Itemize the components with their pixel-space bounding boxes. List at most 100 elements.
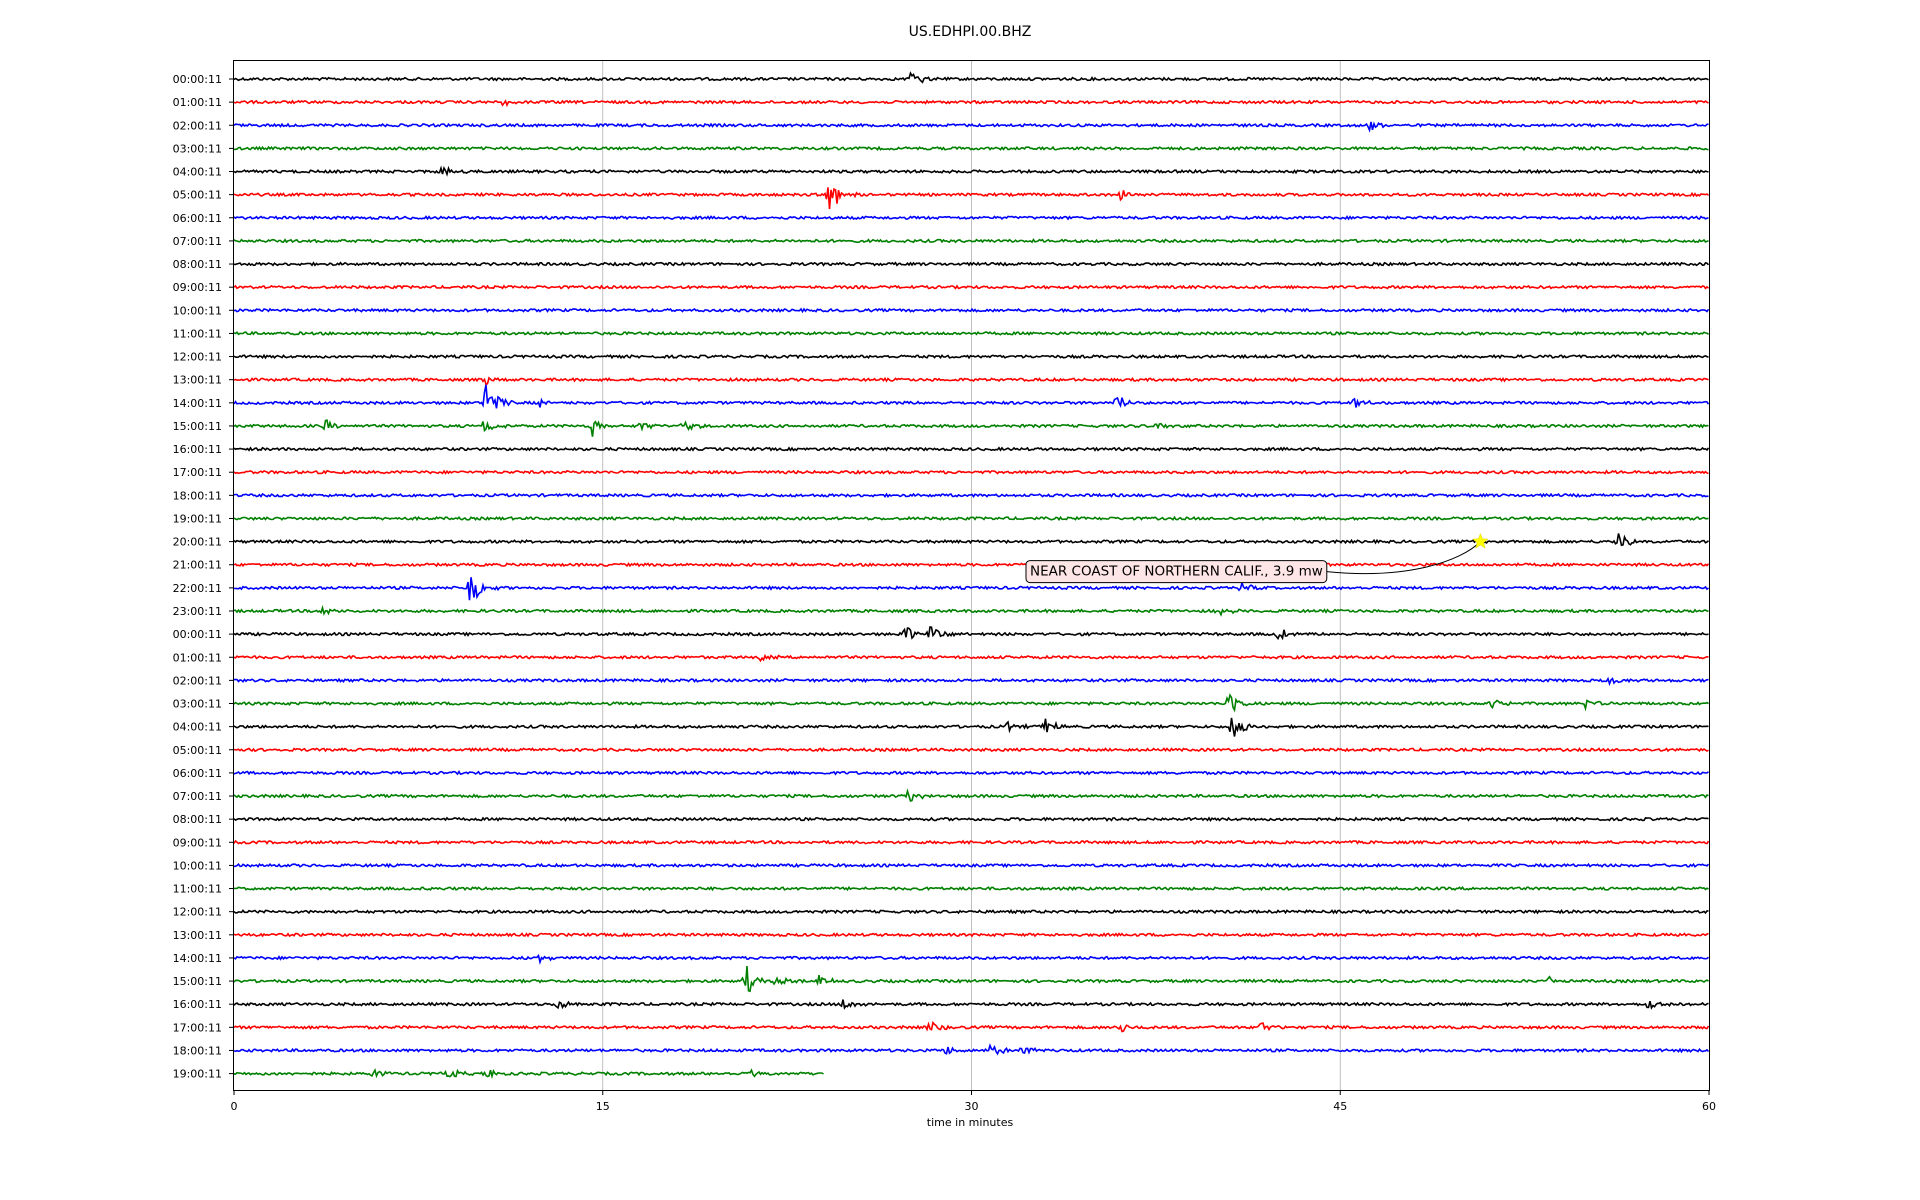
- trace-line: [233, 187, 1710, 210]
- row-time-label: 14:00:11: [173, 952, 222, 965]
- row-time-label: 12:00:11: [173, 351, 222, 364]
- trace-line: [233, 770, 1709, 776]
- row-time-label: 18:00:11: [173, 1044, 222, 1057]
- trace-line: [233, 469, 1709, 475]
- trace-line: [233, 909, 1709, 915]
- row-time-label: 14:00:11: [173, 397, 222, 410]
- row-time-label: 10:00:11: [173, 859, 222, 872]
- row-time-label: 11:00:11: [173, 327, 222, 340]
- trace-line: [233, 284, 1710, 290]
- x-axis-label: time in minutes: [927, 1116, 1014, 1129]
- annotation-arrow: [1326, 541, 1481, 575]
- trace-line: [233, 446, 1710, 452]
- x-tick-label: 30: [965, 1100, 979, 1113]
- trace-line: [233, 693, 1709, 713]
- row-time-label: 18:00:11: [173, 489, 222, 502]
- trace-line: [233, 626, 1709, 641]
- trace-line: [233, 121, 1709, 133]
- trace-line: [233, 515, 1709, 522]
- trace-line: [233, 238, 1709, 244]
- trace-line: [233, 419, 1709, 437]
- row-time-label: 08:00:11: [173, 813, 222, 826]
- row-time-label: 05:00:11: [173, 744, 222, 757]
- row-time-label: 15:00:11: [173, 975, 222, 988]
- trace-line: [233, 145, 1709, 152]
- row-time-label: 04:00:11: [173, 166, 222, 179]
- event-annotation: NEAR COAST OF NORTHERN CALIF., 3.9 mw: [1025, 532, 1489, 584]
- trace-line: [233, 999, 1709, 1010]
- trace-line: [233, 1068, 824, 1080]
- row-time-label: 13:00:11: [173, 929, 222, 942]
- trace-line: [233, 1020, 1710, 1033]
- trace-line: [233, 330, 1710, 337]
- trace-line: [233, 932, 1709, 938]
- trace-line: [233, 747, 1709, 753]
- trace-line: [233, 353, 1709, 360]
- row-time-label: 09:00:11: [173, 836, 222, 849]
- trace-line: [233, 862, 1710, 869]
- trace-line: [233, 307, 1710, 314]
- x-tick-label: 15: [596, 1100, 610, 1113]
- annotation-text: NEAR COAST OF NORTHERN CALIF., 3.9 mw: [1030, 564, 1323, 580]
- row-time-label: 20:00:11: [173, 536, 222, 549]
- trace-line: [234, 676, 1709, 687]
- row-time-label: 01:00:11: [173, 96, 222, 109]
- chart-title: US.EDHPI.00.BHZ: [909, 24, 1032, 40]
- row-time-label: 16:00:11: [173, 998, 222, 1011]
- trace-line: [233, 492, 1709, 499]
- row-time-label: 00:00:11: [173, 628, 222, 641]
- trace-line: [234, 604, 1709, 617]
- trace-line: [233, 261, 1710, 267]
- x-tick-label: 0: [231, 1100, 238, 1113]
- trace-line: [233, 839, 1710, 846]
- row-time-label: 10:00:11: [173, 304, 222, 317]
- row-time-label: 17:00:11: [173, 466, 222, 479]
- trace-line: [233, 71, 1709, 84]
- x-tick-label: 60: [1702, 1100, 1716, 1113]
- event-star-marker: [1472, 532, 1489, 549]
- row-time-label: 16:00:11: [173, 443, 222, 456]
- row-time-label: 07:00:11: [173, 790, 222, 803]
- trace-line: [233, 653, 1709, 663]
- row-time-label: 04:00:11: [173, 721, 222, 734]
- trace-line: [233, 533, 1709, 547]
- row-time-label: 03:00:11: [173, 698, 222, 711]
- trace-line: [233, 953, 1710, 966]
- trace-line: [233, 376, 1709, 386]
- row-time-label: 02:00:11: [173, 119, 222, 132]
- trace-line: [233, 966, 1709, 993]
- trace-line: [233, 1043, 1710, 1056]
- row-time-label: 00:00:11: [173, 73, 222, 86]
- x-tick-label: 45: [1333, 1100, 1347, 1113]
- trace-line: [233, 717, 1709, 737]
- trace-line: [233, 885, 1709, 892]
- row-time-label: 07:00:11: [173, 235, 222, 248]
- row-time-label: 09:00:11: [173, 281, 222, 294]
- row-time-label: 23:00:11: [173, 605, 222, 618]
- row-time-label: 12:00:11: [173, 906, 222, 919]
- row-time-label: 08:00:11: [173, 258, 222, 271]
- row-time-label: 22:00:11: [173, 582, 222, 595]
- row-time-labels: 00:00:11 01:00:11 02:00:11 03:00:11 04:00:11…: [173, 73, 234, 1081]
- row-time-label: 19:00:11: [173, 1068, 222, 1081]
- row-time-label: 06:00:11: [173, 767, 222, 780]
- annotation-box: [1025, 560, 1328, 584]
- trace-line: [233, 215, 1709, 221]
- row-time-label: 15:00:11: [173, 420, 222, 433]
- row-time-label: 21:00:11: [173, 559, 222, 572]
- trace-line: [233, 788, 1709, 803]
- row-time-label: 06:00:11: [173, 212, 222, 225]
- row-time-label: 19:00:11: [173, 512, 222, 525]
- row-time-label: 17:00:11: [173, 1021, 222, 1034]
- trace-line: [233, 816, 1709, 823]
- trace-line: [233, 165, 1709, 177]
- row-time-label: 13:00:11: [173, 374, 222, 387]
- trace-rows: [233, 71, 1710, 1080]
- x-axis: 0 15 30 45 60: [231, 1090, 1716, 1113]
- trace-line: [233, 99, 1709, 108]
- row-time-label: 01:00:11: [173, 651, 222, 664]
- row-time-label: 03:00:11: [173, 142, 222, 155]
- trace-line: [233, 562, 1710, 568]
- row-time-label: 02:00:11: [173, 674, 222, 687]
